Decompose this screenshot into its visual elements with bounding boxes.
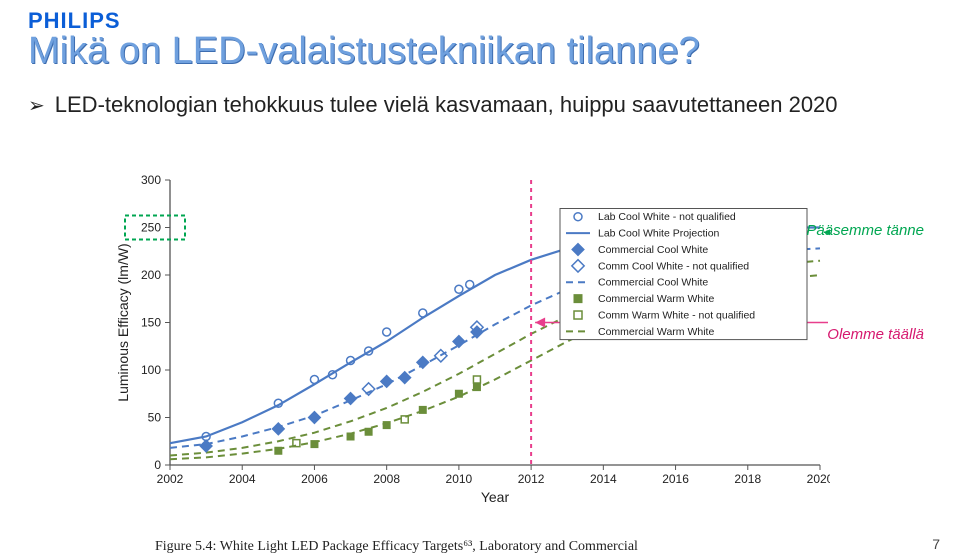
svg-text:Lab Cool White - not qualified: Lab Cool White - not qualified (598, 211, 736, 223)
svg-text:150: 150 (141, 316, 161, 330)
svg-text:Comm Warm White - not qualifie: Comm Warm White - not qualified (598, 310, 755, 322)
svg-text:Lab Cool White Projection: Lab Cool White Projection (598, 228, 720, 240)
svg-text:50: 50 (148, 411, 162, 425)
efficacy-chart: 0 50 100 150 200 250 300 2002 2004 2006 2008 2010 20… (110, 170, 830, 510)
svg-text:250: 250 (141, 221, 161, 235)
svg-text:300: 300 (141, 173, 161, 187)
svg-text:2014: 2014 (590, 472, 617, 486)
svg-text:0: 0 (154, 458, 161, 472)
svg-text:100: 100 (141, 363, 161, 377)
svg-text:2006: 2006 (301, 472, 328, 486)
svg-text:Year: Year (481, 489, 510, 505)
svg-text:2008: 2008 (373, 472, 400, 486)
svg-text:2004: 2004 (229, 472, 256, 486)
svg-text:Luminous Efficacy (lm/W): Luminous Efficacy (lm/W) (115, 243, 131, 401)
svg-text:Commercial Warm White: Commercial Warm White (598, 326, 714, 338)
svg-text:2002: 2002 (157, 472, 184, 486)
page-title: Mikä on LED-valaistustekniikan tilanne? (28, 30, 700, 73)
page-number: 7 (932, 536, 940, 552)
figure-caption: Figure 5.4: White Light LED Package Effi… (155, 539, 638, 555)
svg-text:Commercial Cool White: Commercial Cool White (598, 244, 708, 256)
svg-text:2010: 2010 (446, 472, 473, 486)
svg-text:2016: 2016 (662, 472, 689, 486)
annotation-target: Pääsemme tänne (806, 222, 924, 239)
svg-text:Commercial Warm White: Commercial Warm White (598, 293, 714, 305)
annotation-current: Olemme täällä (827, 326, 924, 343)
svg-text:200: 200 (141, 268, 161, 282)
svg-text:2012: 2012 (518, 472, 545, 486)
svg-text:2020: 2020 (807, 472, 830, 486)
bullet-text: LED-teknologian tehokkuus tulee vielä ka… (28, 92, 838, 118)
svg-text:Comm Cool White - not qualifie: Comm Cool White - not qualified (598, 260, 749, 272)
svg-text:2018: 2018 (734, 472, 761, 486)
svg-text:Commercial Cool White: Commercial Cool White (598, 277, 708, 289)
